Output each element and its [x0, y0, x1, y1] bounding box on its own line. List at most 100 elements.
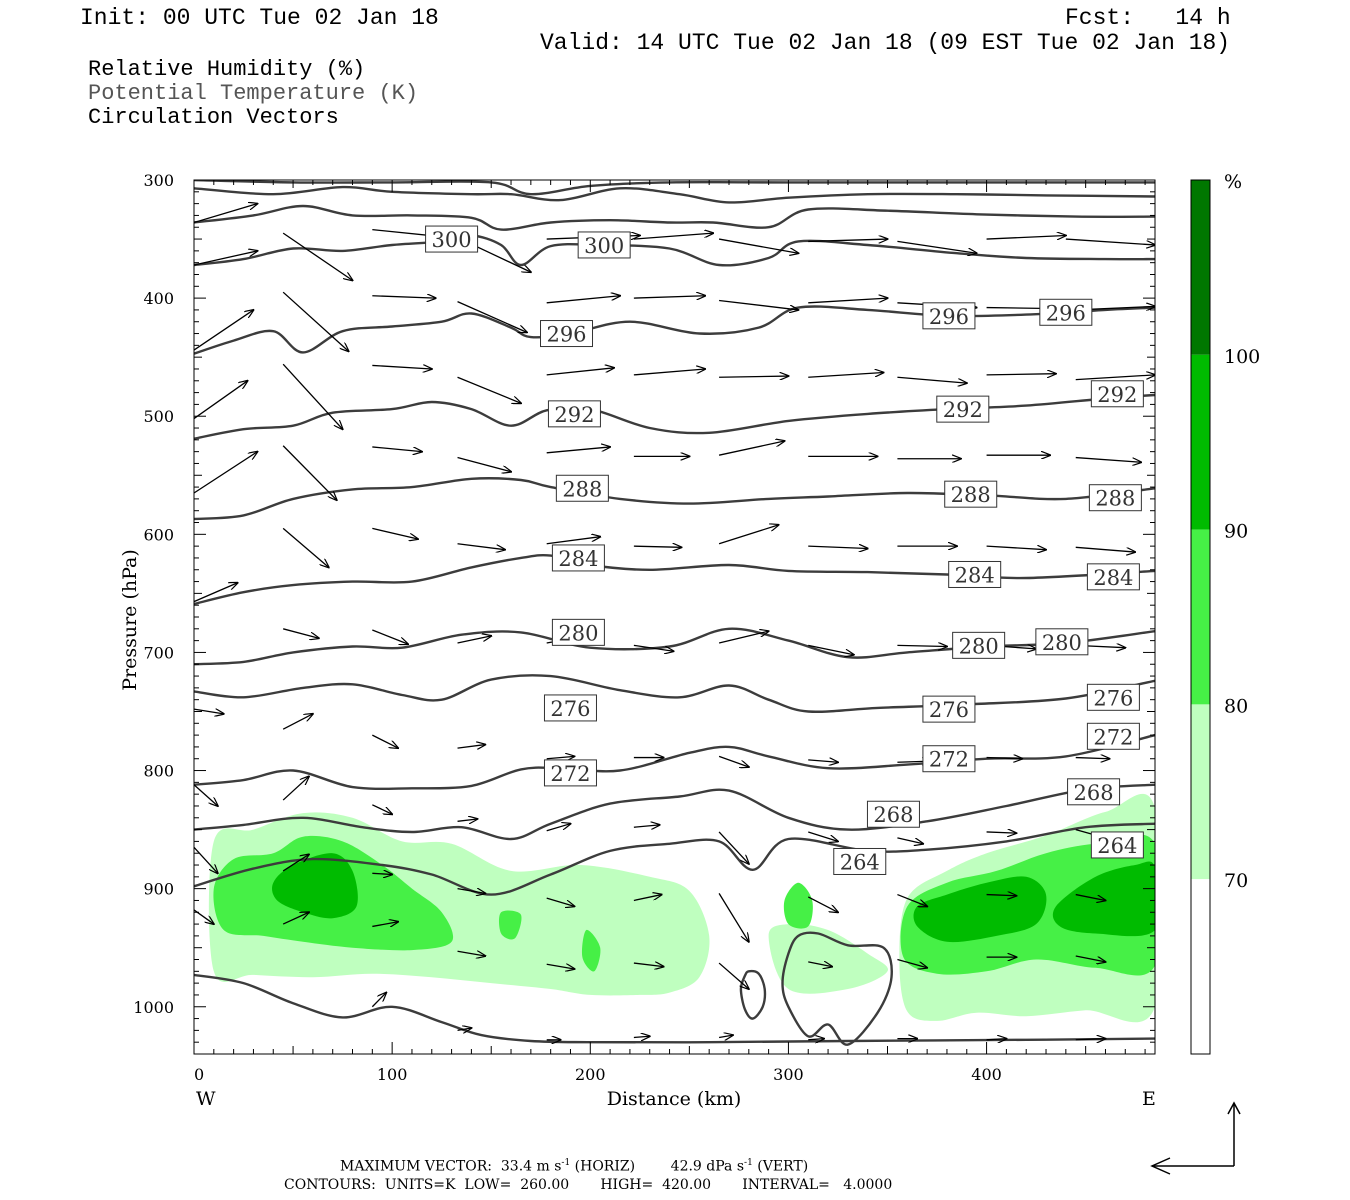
vector-arrow	[194, 381, 247, 420]
vector-arrow	[986, 236, 1066, 240]
vector-arrow	[808, 546, 867, 548]
rh-region-90	[272, 853, 358, 919]
colorbar-segment	[1191, 879, 1210, 1054]
colorbar-segment	[1191, 704, 1210, 880]
isentrope-line	[194, 477, 1155, 521]
contour-label-box	[1035, 628, 1089, 656]
vector-arrow	[372, 527, 418, 539]
contour-label-box	[1086, 683, 1140, 711]
contour-label-box	[1088, 484, 1142, 512]
vector-arrow	[546, 824, 571, 832]
x-axis-east-label: E	[1142, 1088, 1156, 1110]
forecast-hour: Fcst: 14 h	[1065, 5, 1231, 31]
y-tick-label: 600	[143, 525, 174, 544]
vector-arrow	[986, 832, 1017, 833]
contour-label-box	[551, 544, 605, 572]
contour-label: 296	[546, 323, 586, 347]
vector-arrow	[194, 310, 253, 351]
vector-arrow	[986, 1039, 1007, 1040]
x-tick-labels: 0 100 200 300 400	[194, 1065, 1002, 1084]
vector-arrow	[897, 240, 976, 253]
contour-label: 268	[873, 803, 913, 827]
vector-arrow	[372, 734, 398, 748]
isentrope-line	[194, 234, 1155, 267]
contour-info-text: CONTOURS: UNITS=K LOW= 260.00 HIGH= 420.…	[284, 1177, 893, 1193]
vector-arrow	[1075, 758, 1110, 759]
vector-arrow	[546, 897, 575, 906]
isentrope-line	[194, 185, 1155, 204]
rh-shading	[208, 793, 1155, 1023]
vector-arrow	[546, 537, 600, 545]
isentrope-closed	[781, 931, 893, 1046]
rh-region-80	[498, 910, 522, 940]
contour-labels: 300 300 296 296 296 292 292 292 288 288 288 284 284 2…	[425, 225, 1144, 875]
x-tick-label: 300	[773, 1065, 804, 1084]
vector-arrow	[372, 873, 392, 874]
contour-label-box	[833, 847, 887, 875]
vector-arrow	[633, 1036, 650, 1037]
contour-label: 272	[550, 762, 590, 786]
colorbar-labels: 70 80 90 100	[1224, 346, 1260, 892]
vector-arrow	[1075, 456, 1141, 463]
vector-arrow	[1075, 893, 1106, 901]
colorbar	[1191, 180, 1210, 1054]
contour-label: 280	[1042, 631, 1082, 655]
vector-arrow	[194, 708, 224, 714]
isentrope-line	[194, 733, 1155, 791]
vector-arrow	[897, 958, 927, 968]
y-axis-label: Pressure (hPa)	[119, 549, 141, 691]
vector-arrow	[457, 376, 521, 403]
y-tick-label: 1000	[133, 998, 174, 1017]
vector-arrow	[718, 893, 749, 941]
vector-arrow	[371, 993, 386, 1008]
contour-label-box	[1086, 563, 1140, 591]
colorbar-level-label: 100	[1224, 346, 1260, 368]
vector-arrow	[633, 895, 662, 902]
y-tick-label: 300	[143, 171, 174, 190]
valid-time: Valid: 14 UTC Tue 02 Jan 18 (09 EST Tue …	[540, 30, 1231, 56]
isentrope-line	[194, 674, 1155, 713]
contour-label: 284	[558, 547, 598, 571]
vector-arrow	[986, 374, 1056, 375]
vector-arrow	[897, 893, 927, 907]
vector-arrow	[1065, 238, 1155, 245]
contour-label: 292	[1097, 383, 1137, 407]
vector-arrow	[719, 299, 798, 309]
vector-arrow	[718, 755, 749, 767]
colorbar-unit: %	[1224, 171, 1242, 193]
contour-label: 284	[955, 563, 995, 587]
contour-label: 276	[929, 698, 969, 722]
contour-label: 288	[562, 477, 602, 501]
isentrope-line	[194, 973, 1155, 1044]
isentrope-line	[194, 393, 1155, 440]
vector-arrow	[282, 776, 309, 801]
vector-arrow	[808, 962, 832, 967]
contour-label-box	[922, 302, 976, 330]
vector-arrow	[457, 543, 506, 550]
vector-arrow	[808, 1039, 824, 1040]
max-vector-text: MAXIMUM VECTOR: 33.4 m s-1 (HORIZ) 42.9 …	[340, 1158, 809, 1175]
contour-label-box	[866, 800, 920, 828]
init-time: Init: 00 UTC Tue 02 Jan 18	[80, 5, 439, 31]
isentrope-line	[194, 204, 1155, 231]
vector-arrow	[194, 251, 257, 266]
circulation-vectors	[194, 204, 1155, 1040]
max-vector-key	[1150, 1101, 1241, 1175]
vector-arrow	[719, 376, 788, 377]
vector-arrow	[986, 758, 1023, 759]
contour-label-box	[922, 745, 976, 773]
vector-arrow	[1075, 375, 1155, 381]
vector-arrow	[633, 963, 664, 967]
vector-arrow	[194, 583, 238, 603]
rh-region-80	[783, 882, 813, 929]
colorbar-level-label: 90	[1224, 521, 1248, 543]
contour-label-box	[1090, 831, 1144, 859]
colorbar-level-label: 70	[1224, 870, 1248, 892]
isentrope-line	[194, 783, 1155, 841]
vector-arrow	[1075, 1039, 1106, 1040]
vector-arrow	[546, 368, 614, 376]
vector-arrow	[194, 452, 257, 494]
vector-arrow	[457, 745, 486, 749]
vector-arrow	[194, 846, 218, 873]
